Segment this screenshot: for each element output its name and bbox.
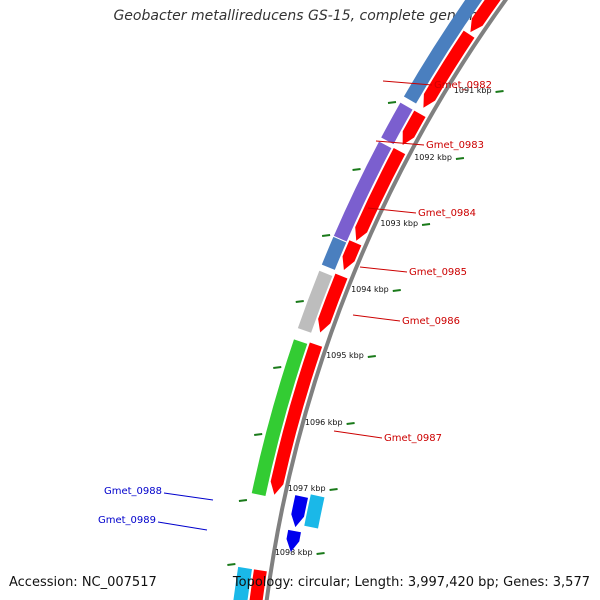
kbp-tick-label: 1093 kbp	[380, 219, 418, 228]
tick-mark	[227, 563, 236, 566]
blast-hit-arc	[403, 0, 483, 104]
tick-mark	[346, 422, 355, 425]
tick-mark	[455, 157, 465, 160]
tick-mark	[321, 234, 331, 237]
tick-mark	[316, 552, 325, 555]
label-leader-line	[359, 266, 408, 273]
cds-forward-arc	[470, 0, 501, 33]
label-leader-line	[333, 430, 383, 439]
tick-mark	[273, 366, 282, 369]
backbone-ring	[264, 0, 509, 600]
cds-forward-arc	[402, 110, 426, 146]
label-leader-line	[352, 314, 401, 322]
backbone-arc	[264, 0, 509, 600]
feature-tracks	[233, 0, 501, 600]
map-title: Geobacter metallireducens GS-15, complet…	[113, 8, 487, 24]
tick-mark	[352, 168, 361, 171]
gene-label-gmet_0988: Gmet_0988	[104, 486, 162, 497]
tick-mark	[295, 300, 304, 303]
gene-label-gmet_0982: Gmet_0982	[434, 80, 492, 91]
gene-label-gmet_0983: Gmet_0983	[426, 140, 484, 151]
kbp-tick-label: 1091 kbp	[454, 86, 492, 95]
gene-label-gmet_0984: Gmet_0984	[418, 208, 476, 219]
cds-forward-arc	[423, 30, 475, 108]
blast-hit-arc	[297, 270, 333, 333]
gene-labels: Gmet_0982 Gmet_0983 Gmet_0984 Gmet_0985 Gmet…	[98, 80, 492, 531]
cds-forward-arc	[318, 273, 348, 333]
blast-hit-arc-reverse	[304, 494, 325, 529]
tick-mark	[367, 355, 376, 358]
kbp-tick-label: 1095 kbp	[326, 351, 364, 360]
label-leader-line	[163, 492, 214, 501]
cds-forward-arc	[342, 240, 362, 271]
label-leader-line	[367, 207, 417, 214]
tick-mark	[421, 223, 431, 226]
gene-label-gmet_0989: Gmet_0989	[98, 515, 156, 526]
tick-mark	[329, 488, 338, 491]
kbp-tick-label: 1092 kbp	[414, 153, 452, 162]
blast-hit-arc	[381, 102, 413, 145]
label-leader-line	[157, 521, 208, 531]
tick-mark	[254, 433, 263, 436]
kbp-tick-label: 1097 kbp	[288, 484, 326, 493]
label-leader-line	[382, 80, 433, 86]
gene-label-gmet_0986: Gmet_0986	[402, 316, 460, 327]
blast-hit-arc	[251, 339, 308, 497]
accession-text: Accession: NC_007517	[9, 575, 157, 590]
blast-hit-arc	[233, 566, 252, 600]
label-leader-line	[375, 140, 425, 146]
kbp-tick-label: 1094 kbp	[351, 285, 389, 294]
kbp-tick-label: 1096 kbp	[305, 418, 343, 427]
tick-mark	[392, 289, 401, 292]
cds-forward-arc	[355, 148, 406, 241]
cds-forward-arc	[249, 569, 267, 600]
tick-mark	[495, 90, 504, 93]
kbp-ticks: 1091 kbp 1092 kbp 1093 kbp 1094 kbp 1095 kbp…	[227, 86, 504, 566]
gene-label-gmet_0987: Gmet_0987	[384, 433, 442, 444]
cds-reverse-arc	[286, 529, 301, 552]
cds-reverse-arc	[291, 495, 308, 528]
kbp-tick-label: 1098 kbp	[275, 548, 313, 557]
tick-mark	[238, 499, 248, 502]
blast-hit-arc	[321, 236, 347, 270]
gene-label-gmet_0985: Gmet_0985	[409, 267, 467, 278]
cds-forward-arc	[270, 342, 323, 495]
genome-summary-text: Topology: circular; Length: 3,997,420 bp…	[232, 575, 590, 590]
tick-mark	[387, 101, 397, 104]
blast-hit-arc	[333, 141, 392, 242]
